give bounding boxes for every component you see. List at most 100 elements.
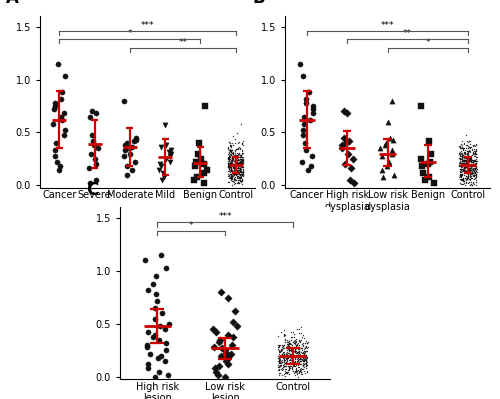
Point (299, 362, 307, 368)
Point (286, 341, 294, 348)
Point (228, 155, 236, 162)
Point (227, 167, 235, 173)
Point (226, 161, 234, 167)
Point (226, 146, 234, 152)
Point (460, 140, 468, 147)
Point (124, 172, 132, 178)
Point (468, 159, 475, 165)
Point (293, 358, 301, 365)
Point (471, 150, 479, 156)
Point (280, 363, 288, 369)
Point (286, 371, 294, 377)
Point (376, 145, 384, 152)
Point (291, 359, 299, 365)
Point (226, 142, 234, 148)
Point (238, 157, 246, 163)
Point (470, 160, 478, 166)
Point (238, 171, 246, 177)
Point (278, 367, 286, 373)
Point (236, 167, 244, 173)
Point (224, 332, 232, 338)
Point (462, 164, 469, 170)
Point (229, 153, 237, 160)
Point (234, 153, 242, 160)
Point (232, 146, 240, 152)
Point (280, 369, 288, 376)
Point (381, 142, 389, 148)
Point (292, 343, 300, 349)
Point (292, 366, 300, 372)
Point (230, 162, 237, 168)
Point (298, 356, 306, 362)
Point (237, 153, 245, 160)
Point (226, 161, 234, 168)
Point (225, 161, 233, 168)
Point (296, 361, 304, 367)
Point (468, 180, 476, 186)
Point (235, 177, 243, 183)
Point (466, 162, 474, 168)
Point (456, 173, 464, 179)
Point (225, 148, 233, 155)
Point (234, 168, 241, 175)
Point (290, 349, 298, 355)
Point (430, 180, 438, 186)
Point (225, 163, 233, 170)
Point (226, 163, 234, 169)
Point (292, 339, 300, 346)
Point (233, 161, 241, 168)
Point (290, 355, 298, 361)
Point (278, 347, 286, 353)
Point (309, 106, 317, 113)
Point (274, 346, 282, 352)
Point (234, 170, 242, 176)
Point (300, 352, 308, 359)
Point (234, 170, 241, 176)
Point (274, 359, 282, 365)
Text: A: A (6, 0, 18, 8)
Point (455, 162, 463, 168)
Point (468, 153, 475, 160)
Point (221, 347, 229, 354)
Point (288, 360, 296, 366)
Point (228, 171, 235, 177)
Point (470, 166, 478, 173)
Point (456, 148, 464, 155)
Point (161, 326, 169, 332)
Point (292, 367, 300, 373)
Point (240, 159, 248, 165)
Point (226, 166, 234, 172)
Point (224, 158, 232, 164)
Point (282, 350, 290, 356)
Point (233, 171, 241, 177)
Point (238, 156, 246, 162)
Point (224, 155, 232, 161)
Point (297, 337, 305, 343)
Point (228, 173, 236, 180)
Point (221, 374, 229, 380)
Point (284, 352, 292, 359)
Point (228, 175, 235, 181)
Point (234, 165, 241, 171)
Point (298, 347, 306, 354)
Point (230, 161, 238, 167)
Point (384, 159, 392, 165)
Point (236, 172, 244, 178)
Text: *: * (189, 221, 194, 230)
Point (236, 145, 244, 151)
Point (300, 366, 308, 372)
Point (228, 162, 236, 168)
Point (464, 158, 472, 164)
Point (458, 160, 466, 166)
Point (284, 346, 292, 352)
Point (456, 180, 464, 186)
Point (425, 138, 433, 144)
Point (236, 177, 244, 184)
Point (468, 170, 476, 176)
Point (304, 369, 312, 375)
Point (456, 151, 464, 158)
Point (224, 144, 232, 150)
Point (218, 353, 226, 359)
Point (278, 365, 286, 371)
Point (288, 344, 296, 351)
